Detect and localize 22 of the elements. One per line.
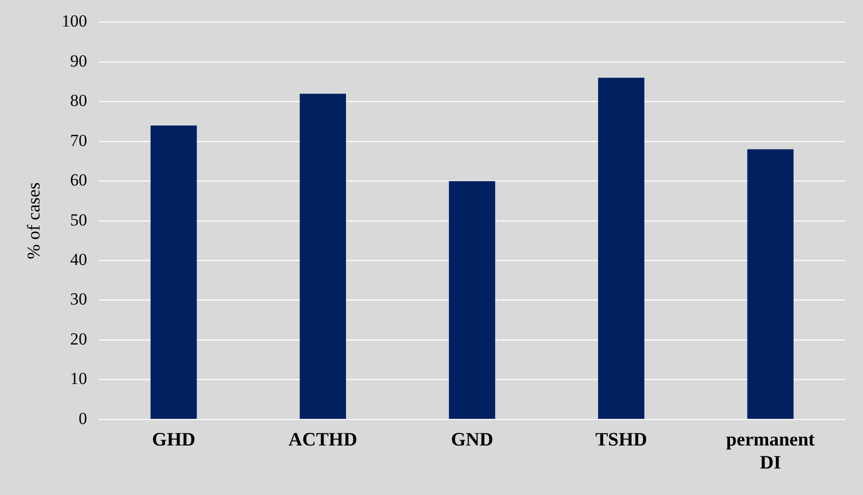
y-tick-label: 70 [70,130,88,150]
y-tick-label: 60 [70,170,88,190]
y-tick-label: 90 [70,51,88,70]
x-tick-label: TSHD [595,430,648,451]
bar [448,181,496,419]
bar [150,125,197,419]
y-tick-label: 100 [62,12,88,31]
y-tick-label: 0 [78,408,88,428]
bar [300,94,346,419]
y-tick-label: 30 [70,290,88,309]
bar [598,78,644,419]
x-tick-label: ACTHD [288,430,358,451]
y-tick-label: 40 [70,250,88,269]
y-tick-label: 80 [70,91,88,110]
x-tick-label: GHD [152,430,196,451]
x-tick-label: permanent DI [726,430,816,474]
y-axis-title: % of cases [24,182,44,260]
y-tick-label: 20 [70,329,88,348]
x-tick-label: GND [450,430,494,451]
bar [747,149,794,419]
y-tick-label: 10 [70,369,88,388]
y-tick-label: 50 [70,210,88,230]
